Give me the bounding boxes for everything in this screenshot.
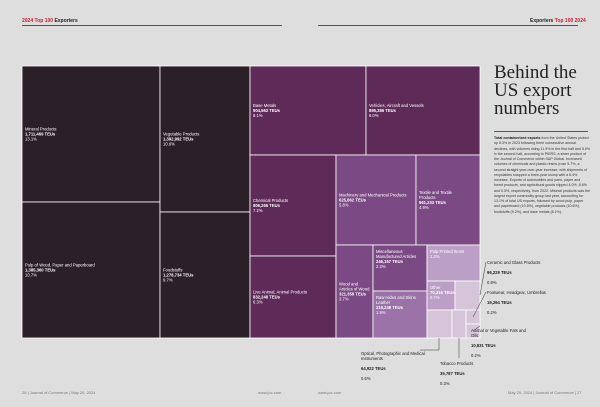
label-tobacco: Tobacco Products 35,787 TEUs 0.3% — [440, 361, 474, 386]
treemap-tile — [21, 65, 161, 203]
header-rule-right — [318, 25, 578, 26]
treemap-tile — [335, 154, 417, 246]
label-footwear: Footwear, Headgear, Umbrellas 19,294 TEU… — [487, 290, 546, 315]
tile-label: Other 70,316 TEUs 0.7% — [430, 285, 455, 300]
article-title: Behind the US export numbers — [494, 62, 577, 119]
label-fats: Animal or Vegetable Fats and Oils 10,831… — [471, 328, 526, 358]
treemap-tile — [249, 255, 337, 339]
leader-line — [472, 325, 481, 332]
header-rule-left — [22, 25, 282, 26]
leader-line — [420, 338, 440, 351]
treemap-tile — [426, 280, 456, 311]
header-section: Exporters — [54, 18, 78, 24]
leader-line — [479, 261, 487, 296]
treemap-tile — [335, 244, 374, 339]
header-year: 2024 — [22, 18, 34, 24]
footer-date-left: May 20, 2024 — [71, 390, 96, 395]
tile-label: Base Metals 904,563 TEUs 8.1% — [253, 103, 281, 118]
tile-label: Mineral Products 1,711,469 TEUs 13.1% — [25, 127, 56, 142]
tile-label: Wood and Articles of Wood 321,358 TEUs 3.7% — [339, 282, 370, 302]
header-section-right: Exporters — [530, 18, 554, 24]
right-page-header: Exporters Top 100 2024 — [530, 18, 586, 24]
tile-label: Raw Hides and Skins Leather 219,248 TEUs 1.… — [376, 295, 416, 315]
footer-pub-right: Journal of Commerce — [535, 390, 574, 395]
tile-label: Live Animal, Animal Products 832,248 TEUs… — [253, 290, 307, 305]
footer-left: 26 | Journal of Commerce | May 20, 2024 — [22, 390, 96, 395]
treemap-tile — [159, 65, 251, 213]
footer-url-left: www.joc.com — [258, 390, 282, 395]
treemap-tile — [451, 309, 467, 339]
tile-label: Vehicles, Aircraft and Vessels 895,386 TE… — [369, 103, 424, 118]
footer-right: May 20, 2024 | Journal of Commerce | 27 — [508, 390, 582, 395]
title-rule — [494, 131, 588, 132]
footer-date-right: May 20, 2024 — [508, 390, 533, 395]
tile-label: Chemical Products 906,265 TEUs 7.2% — [253, 198, 288, 213]
footer-page-right: 27 — [577, 390, 582, 395]
tile-label: Pulp of Wood, Paper and Paperboard 1,385,… — [25, 263, 95, 278]
tile-label: Pulp Printed Items 1.2% — [430, 249, 464, 259]
label-optical: Optical, Photographic and Medical Instru… — [361, 351, 425, 381]
footer-page-left: 26 — [22, 390, 27, 395]
footer-pub-left: Journal of Commerce — [29, 390, 68, 395]
tile-label: Miscellaneous Manufactured Articles 246,15… — [376, 249, 416, 269]
article-body-text: from the United States picked up 8.3% in… — [494, 136, 591, 214]
tile-label: Foodstuffs 1,278,734 TEUs 9.7% — [163, 268, 194, 283]
article-lead: Total containerized exports — [494, 136, 541, 140]
tile-label: Machinery and Mechanical Products 625,862… — [339, 193, 407, 208]
treemap-tile — [426, 309, 453, 339]
tile-label: Textile and Textile Products 561,233 TEUs 4… — [419, 190, 453, 210]
tile-label: Vegetable Products 1,392,992 TEUs 10.6% — [163, 132, 199, 147]
footer-url-right: www.joc.com — [318, 390, 342, 395]
left-page-header: 2024 Top 100 Exporters — [22, 18, 78, 24]
label-ceramic: Ceramic and Glass Products 96,229 TEUs 0… — [487, 260, 541, 285]
leader-line — [472, 291, 487, 318]
header-top100-right: Top 100 2024 — [554, 18, 586, 24]
treemap-tile — [372, 244, 428, 292]
header-top100: Top 100 — [34, 18, 54, 24]
treemap-tile — [454, 280, 481, 311]
treemap-tile — [415, 154, 481, 246]
treemap-tile — [365, 65, 481, 156]
treemap-tile — [426, 244, 481, 282]
treemap-tile — [249, 65, 367, 156]
article-body: Total containerized exports from the Uni… — [494, 136, 590, 215]
treemap-tile — [372, 290, 428, 339]
